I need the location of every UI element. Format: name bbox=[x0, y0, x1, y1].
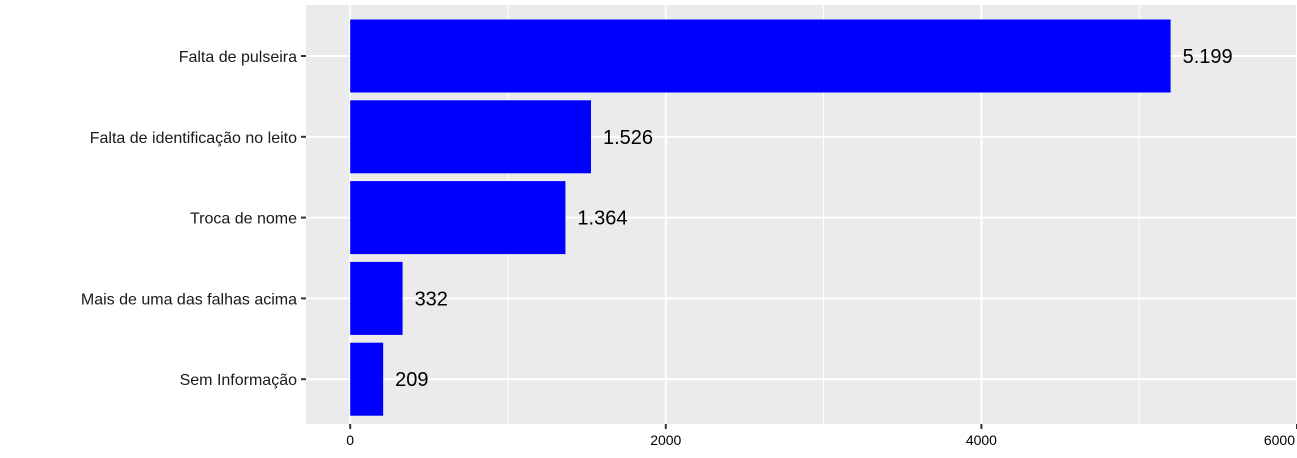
x-tick-label: 2000 bbox=[650, 432, 681, 448]
y-tick-label: Mais de uma das falhas acima bbox=[81, 291, 297, 308]
bar bbox=[350, 342, 384, 416]
y-tick-label: Troca de nome bbox=[190, 211, 297, 228]
data-labels: 5.199 1.526 1.364 332 209 bbox=[395, 46, 1232, 391]
data-label: 332 bbox=[415, 288, 448, 310]
y-tick-label: Falta de identificação no leito bbox=[90, 130, 297, 147]
bar bbox=[350, 19, 1171, 93]
y-tick-label: Sem Informação bbox=[180, 372, 297, 389]
data-label: 5.199 bbox=[1183, 46, 1233, 68]
bars bbox=[350, 19, 1171, 416]
y-axis: Falta de pulseira Falta de identificação … bbox=[81, 49, 306, 389]
bar bbox=[350, 261, 403, 335]
data-label: 209 bbox=[395, 369, 428, 391]
bar bbox=[350, 100, 591, 174]
x-axis: 0 2000 4000 6000 bbox=[346, 424, 1297, 448]
y-tick-label: Falta de pulseira bbox=[179, 49, 297, 66]
data-label: 1.526 bbox=[603, 127, 653, 149]
data-label: 1.364 bbox=[577, 208, 627, 230]
x-tick-label: 6000 bbox=[1264, 432, 1295, 448]
x-tick-label: 4000 bbox=[966, 432, 997, 448]
x-tick-label: 0 bbox=[346, 432, 354, 448]
bar bbox=[350, 181, 566, 255]
